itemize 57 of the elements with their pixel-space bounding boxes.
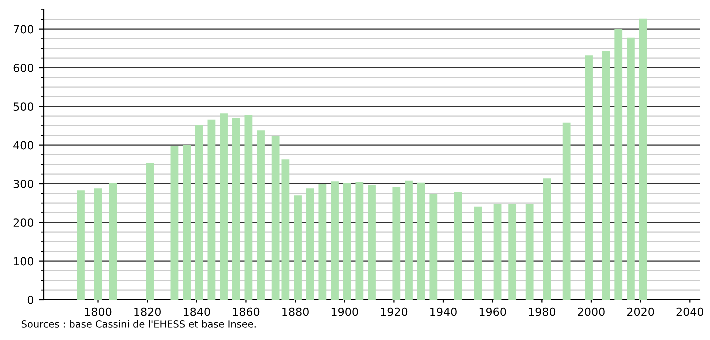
x-tick-label: 1980: [529, 308, 556, 316]
bar: [318, 184, 327, 300]
x-tick-label: 2000: [578, 308, 605, 316]
bar: [208, 120, 216, 300]
y-tick-label: 100: [14, 257, 34, 266]
bar: [543, 178, 552, 300]
bar: [109, 183, 117, 300]
y-tick-label: 200: [14, 218, 34, 228]
x-tick-label: 1840: [184, 308, 210, 316]
bar: [614, 29, 623, 300]
bar: [94, 188, 102, 300]
y-tick-label: 500: [14, 102, 34, 112]
x-tick-label: 1820: [134, 308, 161, 316]
bar: [585, 56, 593, 300]
x-tick-label: 1800: [85, 308, 112, 316]
x-tick-label: 1920: [381, 308, 408, 316]
x-tick-label: 2040: [676, 308, 704, 316]
bar: [244, 116, 253, 300]
y-tick-label: 600: [14, 64, 34, 72]
x-tick-label: 1900: [332, 308, 358, 316]
bar: [562, 122, 571, 300]
bar: [405, 180, 413, 300]
x-tick-label: 1960: [480, 308, 506, 316]
bar: [331, 182, 339, 300]
bar: [368, 186, 376, 300]
bar: [494, 204, 502, 300]
bar: [170, 146, 179, 300]
x-tick-label: 1940: [430, 308, 457, 316]
bar: [183, 145, 191, 300]
bar: [627, 38, 635, 300]
bar: [526, 204, 534, 300]
bar: [392, 187, 401, 300]
bar: [639, 18, 648, 300]
bar: [257, 130, 265, 300]
bar: [602, 50, 610, 300]
bar: [430, 194, 438, 300]
bar: [417, 182, 426, 300]
bar: [77, 190, 85, 300]
y-tick-label: 300: [14, 180, 34, 188]
x-tick-label: 1860: [233, 308, 260, 316]
x-tick-label: 2020: [627, 308, 654, 316]
y-tick-label: 700: [14, 25, 34, 34]
source-note: Sources : base Cassini de l'EHESS et base Insee.: [22, 320, 256, 328]
bar: [508, 204, 517, 300]
bar: [195, 125, 204, 300]
y-tick-label: 0: [28, 296, 34, 304]
bar: [343, 183, 352, 300]
bar: [294, 196, 302, 300]
x-tick-label: 1880: [282, 308, 309, 316]
bar: [232, 118, 240, 300]
bar: [356, 182, 364, 300]
bar: [146, 164, 154, 300]
bar: [220, 114, 228, 300]
y-tick-label: 400: [14, 141, 34, 150]
bar: [474, 206, 482, 300]
bar: [306, 188, 314, 300]
bar: [454, 192, 462, 300]
